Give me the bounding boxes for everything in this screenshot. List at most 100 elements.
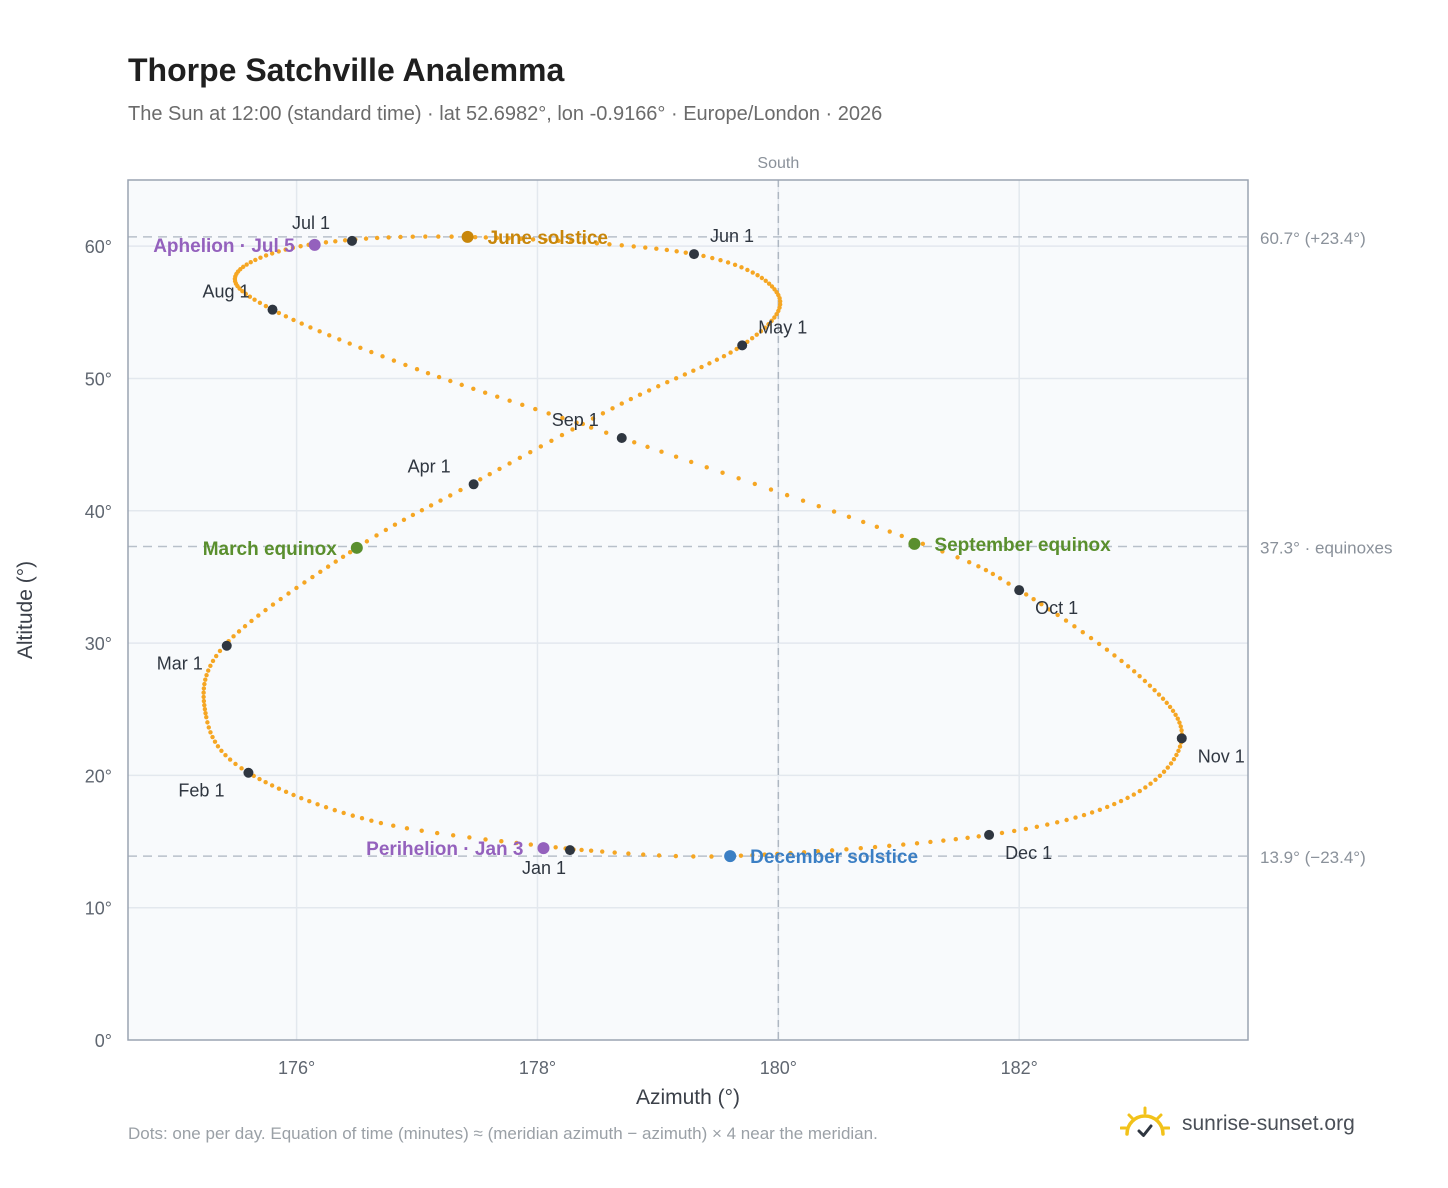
x-axis-label: Azimuth (°) — [636, 1086, 740, 1109]
daily-dot — [1023, 592, 1029, 597]
daily-dot — [920, 541, 926, 547]
daily-dot — [227, 757, 233, 762]
daily-dot — [380, 354, 385, 359]
daily-dot — [858, 846, 863, 851]
daily-dot — [637, 392, 643, 397]
daily-dot — [600, 849, 605, 854]
daily-dot — [318, 569, 323, 574]
daily-dot — [772, 287, 777, 292]
daily-dot — [363, 236, 369, 241]
daily-dot — [801, 850, 807, 855]
daily-dot — [997, 576, 1003, 581]
daily-dot — [283, 789, 289, 795]
daily-dot — [1064, 817, 1069, 823]
daily-dot — [549, 438, 554, 443]
daily-dot — [745, 267, 750, 273]
daily-dot — [219, 748, 224, 753]
daily-dot — [263, 253, 269, 258]
month-marker — [1014, 585, 1025, 596]
daily-dot — [772, 315, 777, 320]
event-label: September equinox — [934, 535, 1111, 556]
daily-dot — [967, 560, 972, 565]
daily-dot — [528, 449, 533, 455]
daily-dot — [257, 776, 262, 782]
daily-dot — [487, 472, 492, 477]
daily-dot — [482, 390, 488, 395]
daily-dot — [310, 574, 315, 580]
daily-dot — [800, 498, 806, 503]
daily-dot — [340, 554, 346, 560]
event-marker — [537, 842, 550, 855]
daily-dot — [327, 333, 332, 338]
daily-dot — [754, 332, 759, 337]
daily-dot — [202, 702, 207, 708]
daily-dot — [574, 420, 579, 425]
daily-dot — [887, 843, 892, 849]
daily-dot — [861, 519, 866, 525]
daily-dot — [691, 854, 696, 859]
daily-dot — [499, 839, 504, 844]
daily-dot — [520, 402, 525, 408]
daily-dot — [1137, 788, 1142, 794]
daily-dot — [750, 852, 755, 858]
daily-dot — [398, 234, 403, 240]
daily-dot — [291, 317, 296, 323]
daily-dot — [278, 596, 283, 602]
daily-dot — [1055, 612, 1060, 618]
daily-dot — [1112, 801, 1117, 807]
month-label: Mar 1 — [157, 654, 203, 674]
daily-dot — [673, 376, 679, 381]
brand-logo[interactable]: sunrise-sunset.org — [1120, 1104, 1355, 1144]
daily-dot — [223, 752, 228, 758]
daily-dot — [236, 629, 242, 634]
daily-dot — [728, 350, 733, 355]
chart-subtitle: The Sun at 12:00 (standard time) · lat 5… — [128, 103, 883, 125]
month-label: Oct 1 — [1035, 598, 1078, 618]
daily-dot — [762, 852, 767, 857]
daily-dot — [581, 240, 587, 245]
daily-dot — [242, 624, 248, 629]
daily-dot — [941, 838, 946, 843]
daily-dot — [269, 783, 275, 788]
daily-dot — [244, 262, 249, 267]
daily-dot — [914, 841, 920, 846]
daily-dot — [263, 607, 268, 613]
daily-dot — [701, 253, 706, 259]
daily-dot — [758, 328, 764, 334]
daily-dot — [483, 235, 489, 240]
y-tick-label: 60° — [85, 237, 112, 257]
daily-dot — [831, 509, 837, 514]
daily-dot — [953, 837, 958, 842]
daily-dot — [588, 848, 594, 853]
daily-dot — [359, 816, 365, 821]
daily-dot — [983, 567, 989, 573]
month-label: May 1 — [758, 317, 807, 337]
daily-dot — [738, 853, 744, 858]
daily-dot — [204, 672, 209, 678]
daily-dot — [610, 406, 615, 411]
daily-dot — [720, 470, 725, 475]
daily-dot — [240, 289, 245, 294]
daily-dot — [559, 432, 565, 438]
daily-dot — [600, 411, 606, 416]
sun-check-icon — [1120, 1106, 1170, 1137]
daily-dot — [594, 241, 600, 246]
reference-lines: 60.7° (+23.4°) 37.3° · equinoxes 13.9° (−2… — [128, 229, 1393, 867]
event-marker — [350, 541, 363, 554]
daily-dot — [1089, 810, 1095, 815]
daily-dot — [283, 247, 288, 252]
daily-dot — [965, 835, 970, 841]
plot-frame — [127, 179, 1249, 1041]
event-label: Aphelion · Jul 5 — [153, 236, 295, 257]
event-marker — [724, 850, 737, 863]
daily-dot — [604, 430, 609, 435]
daily-dot — [337, 337, 342, 342]
daily-dot — [258, 255, 263, 260]
month-marker — [267, 304, 278, 315]
daily-dot — [478, 477, 483, 482]
daily-dot — [682, 372, 688, 377]
daily-dot — [410, 512, 416, 518]
daily-dot — [612, 850, 617, 855]
daily-dot — [734, 346, 739, 352]
